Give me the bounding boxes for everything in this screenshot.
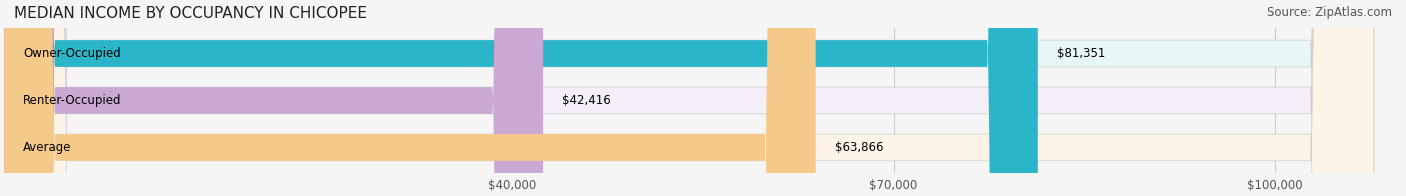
FancyBboxPatch shape xyxy=(4,0,1374,196)
Text: MEDIAN INCOME BY OCCUPANCY IN CHICOPEE: MEDIAN INCOME BY OCCUPANCY IN CHICOPEE xyxy=(14,6,367,21)
Text: $42,416: $42,416 xyxy=(562,94,612,107)
FancyBboxPatch shape xyxy=(4,0,815,196)
FancyBboxPatch shape xyxy=(4,0,1374,196)
FancyBboxPatch shape xyxy=(4,0,1374,196)
Text: Average: Average xyxy=(24,141,72,154)
Text: $63,866: $63,866 xyxy=(835,141,883,154)
Text: Renter-Occupied: Renter-Occupied xyxy=(24,94,122,107)
Text: $81,351: $81,351 xyxy=(1057,47,1105,60)
FancyBboxPatch shape xyxy=(4,0,1038,196)
Text: Owner-Occupied: Owner-Occupied xyxy=(24,47,121,60)
FancyBboxPatch shape xyxy=(4,0,543,196)
Text: Source: ZipAtlas.com: Source: ZipAtlas.com xyxy=(1267,6,1392,19)
